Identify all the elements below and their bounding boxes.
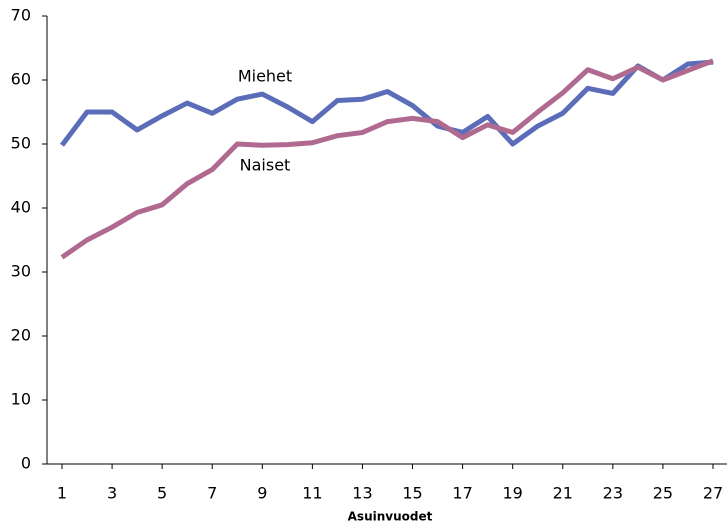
x-tick-label: 5 xyxy=(157,484,167,503)
y-tick-label: 10 xyxy=(11,390,31,409)
x-tick-label: 17 xyxy=(452,484,472,503)
y-tick-label: 50 xyxy=(11,134,31,153)
x-tick-label: 23 xyxy=(603,484,623,503)
series-label: Naiset xyxy=(240,156,291,175)
y-tick-label: 70 xyxy=(11,6,31,25)
y-tick-label: 40 xyxy=(11,198,31,217)
x-tick-label: 25 xyxy=(653,484,673,503)
series-label: Miehet xyxy=(238,67,292,86)
x-tick-label: 15 xyxy=(402,484,422,503)
y-tick-label: 30 xyxy=(11,262,31,281)
x-tick-label: 9 xyxy=(257,484,267,503)
y-tick-label: 60 xyxy=(11,70,31,89)
x-tick-label: 27 xyxy=(703,484,723,503)
x-axis-title: Asuinvuodet xyxy=(348,510,433,524)
x-tick-label: 11 xyxy=(302,484,322,503)
x-tick-label: 1 xyxy=(57,484,67,503)
line-series xyxy=(60,58,714,260)
x-tick-label: 21 xyxy=(553,484,573,503)
x-tick-label: 3 xyxy=(107,484,117,503)
x-tick-label: 7 xyxy=(207,484,217,503)
line-series xyxy=(60,59,714,147)
y-tick-label: 20 xyxy=(11,326,31,345)
x-tick-label: 13 xyxy=(352,484,372,503)
x-tick-label: 19 xyxy=(503,484,523,503)
y-tick-label: 0 xyxy=(21,454,31,473)
